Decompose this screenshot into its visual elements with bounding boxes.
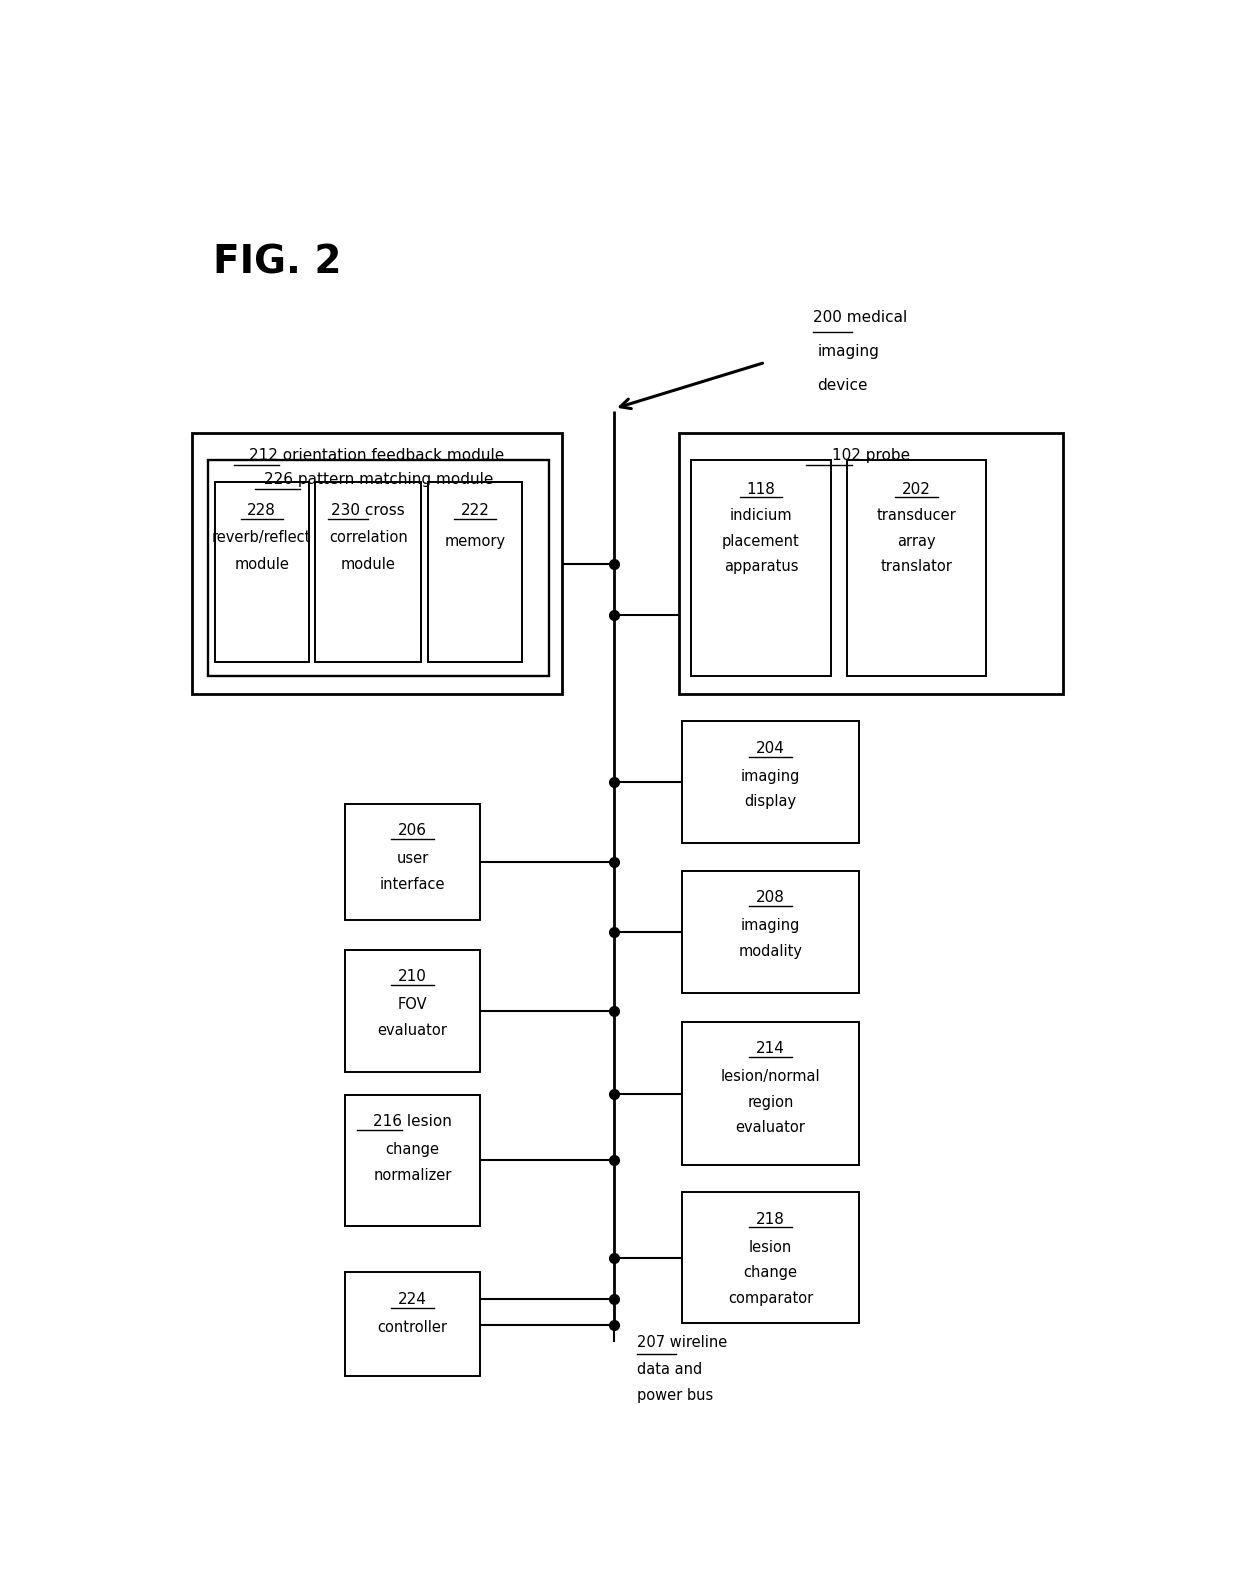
Text: normalizer: normalizer	[373, 1168, 451, 1183]
Text: memory: memory	[444, 534, 506, 548]
Bar	[678, 433, 1063, 695]
Text: 216 lesion: 216 lesion	[373, 1114, 453, 1130]
Text: 102 probe: 102 probe	[832, 447, 910, 463]
Text: 206: 206	[398, 823, 427, 839]
Text: 212 orientation feedback module: 212 orientation feedback module	[249, 447, 505, 463]
Text: region: region	[748, 1095, 794, 1109]
Text: module: module	[234, 558, 289, 572]
Text: change: change	[386, 1142, 439, 1157]
Text: 214: 214	[756, 1041, 785, 1055]
Text: 210: 210	[398, 970, 427, 984]
Text: FIG. 2: FIG. 2	[213, 243, 341, 281]
Text: power bus: power bus	[637, 1387, 714, 1403]
Text: translator: translator	[880, 559, 952, 575]
Text: module: module	[341, 558, 396, 572]
Text: 222: 222	[460, 504, 490, 518]
Bar	[682, 1022, 859, 1166]
Bar	[345, 950, 480, 1071]
Text: lesion/normal: lesion/normal	[720, 1070, 821, 1084]
Text: data and: data and	[637, 1362, 703, 1378]
Text: device: device	[817, 378, 868, 393]
Text: indicium: indicium	[729, 509, 792, 523]
Text: apparatus: apparatus	[724, 559, 799, 575]
Text: placement: placement	[722, 534, 800, 548]
Text: reverb/reflect: reverb/reflect	[212, 531, 311, 545]
Text: interface: interface	[379, 877, 445, 893]
Text: transducer: transducer	[877, 509, 956, 523]
Bar	[208, 460, 549, 676]
Text: imaging: imaging	[740, 918, 800, 934]
Bar	[191, 433, 562, 695]
Text: 208: 208	[756, 891, 785, 905]
Text: 202: 202	[903, 482, 931, 496]
Text: 207 wireline: 207 wireline	[637, 1335, 728, 1351]
Text: display: display	[744, 795, 796, 809]
Text: 200 medical: 200 medical	[813, 310, 908, 325]
Bar	[215, 482, 309, 662]
Text: evaluator: evaluator	[378, 1022, 448, 1038]
Bar	[345, 804, 480, 920]
Text: 226 pattern matching module: 226 pattern matching module	[264, 472, 494, 487]
Bar	[682, 871, 859, 992]
Text: user: user	[397, 852, 429, 866]
Text: imaging: imaging	[817, 344, 879, 359]
Text: comparator: comparator	[728, 1291, 813, 1305]
Text: modality: modality	[739, 943, 802, 959]
Bar	[847, 460, 986, 676]
Text: FOV: FOV	[398, 997, 428, 1013]
Bar	[315, 482, 422, 662]
Text: controller: controller	[377, 1319, 448, 1335]
Text: lesion: lesion	[749, 1240, 792, 1255]
Bar	[691, 460, 831, 676]
Text: imaging: imaging	[740, 769, 800, 784]
Text: 224: 224	[398, 1292, 427, 1307]
Text: correlation: correlation	[329, 531, 408, 545]
Text: evaluator: evaluator	[735, 1120, 806, 1136]
Text: 204: 204	[756, 741, 785, 755]
Bar	[682, 720, 859, 842]
Bar	[428, 482, 522, 662]
Bar	[682, 1191, 859, 1324]
Bar	[345, 1095, 480, 1226]
Text: 218: 218	[756, 1212, 785, 1226]
Text: array: array	[898, 534, 936, 548]
Text: 118: 118	[746, 482, 775, 496]
Text: 230 cross: 230 cross	[331, 504, 405, 518]
Bar	[345, 1272, 480, 1376]
Text: 228: 228	[247, 504, 277, 518]
Text: change: change	[744, 1266, 797, 1280]
